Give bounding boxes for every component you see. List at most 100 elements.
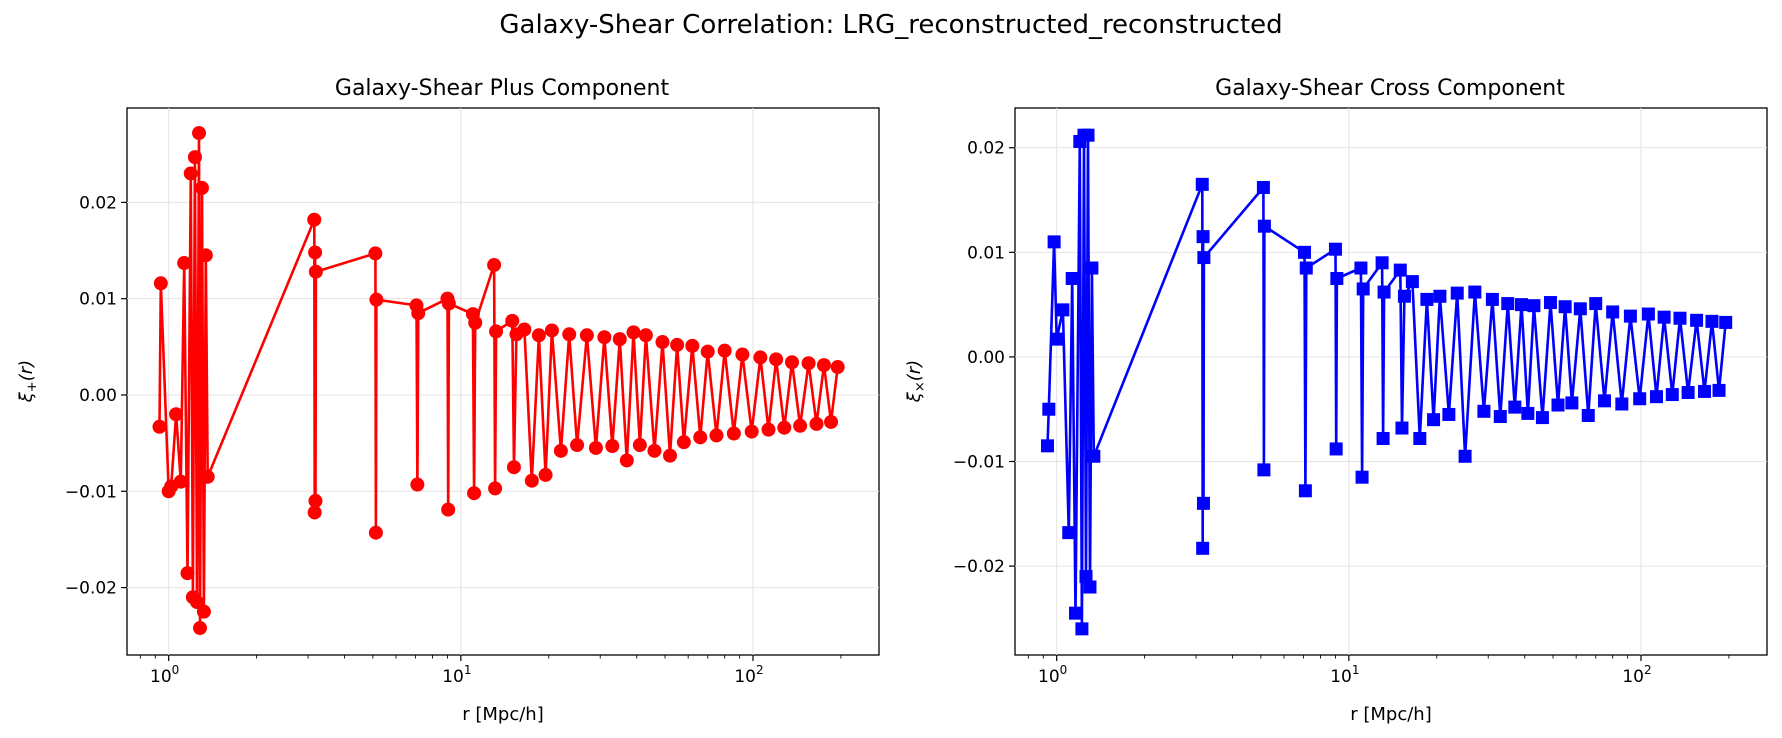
cross-point-27 [1328, 242, 1342, 256]
plus-point-30 [441, 502, 456, 517]
cross-point-66 [1615, 397, 1629, 411]
cross-point-29 [1330, 271, 1344, 285]
plus-point-80 [824, 414, 839, 429]
cross-point-1 [1042, 402, 1056, 416]
cross-xtick-label-2: 102 [1622, 663, 1651, 687]
cross-point-57 [1543, 296, 1557, 310]
plus-point-63 [685, 338, 700, 353]
plus-point-25 [369, 292, 384, 307]
cross-xtick-label-1: 101 [1330, 663, 1359, 687]
cross-point-73 [1673, 311, 1687, 325]
cross-point-68 [1633, 392, 1647, 406]
cross-point-48 [1477, 404, 1491, 418]
plus-x-axis-label: r [Mpc/h] [462, 704, 544, 725]
cross-point-9 [1075, 622, 1089, 636]
plus-y-ticks: −0.02 −0.01 0.00 0.01 0.02 [65, 193, 127, 599]
cross-point-6 [1065, 271, 1079, 285]
cross-point-45 [1450, 286, 1464, 300]
cross-point-56 [1535, 411, 1549, 425]
plus-point-17 [200, 469, 215, 484]
plus-x-ticks: 100 101 102 [139, 655, 842, 687]
cross-y-ticks: −0.02 −0.01 0.00 0.01 0.02 [953, 139, 1015, 577]
cross-point-61 [1573, 302, 1587, 316]
cross-point-43 [1433, 289, 1447, 303]
cross-point-60 [1565, 396, 1579, 410]
plus-point-0 [152, 419, 167, 434]
plus-point-46 [553, 443, 568, 458]
cross-point-70 [1649, 390, 1663, 404]
plus-point-81 [830, 360, 845, 375]
plus-point-38 [505, 313, 520, 328]
cross-point-22 [1257, 463, 1271, 477]
cross-series-0-line [1046, 133, 1727, 631]
plus-point-19 [307, 505, 322, 520]
plus-point-36 [488, 481, 503, 496]
cross-point-72 [1665, 388, 1679, 402]
cross-point-50 [1493, 410, 1507, 424]
plus-point-1 [153, 276, 168, 291]
cross-point-0 [1040, 439, 1054, 453]
plus-y-label-subscript: + [25, 381, 40, 392]
plus-y-label-argument: (r) [16, 360, 37, 381]
cross-gridlines [1015, 108, 1767, 655]
plus-point-72 [761, 422, 776, 437]
cross-point-13 [1083, 580, 1097, 594]
plus-point-39 [506, 460, 521, 475]
plus-point-76 [793, 418, 808, 433]
cross-plot-area [1014, 107, 1768, 656]
plus-point-48 [570, 438, 585, 453]
plus-point-68 [726, 426, 741, 441]
plus-ytick-label-4: 0.02 [79, 193, 117, 213]
plus-component-panel: Galaxy-Shear Plus Component −0.02 −0.01 0.… [16, 76, 880, 725]
cross-point-17 [1196, 541, 1210, 555]
plus-point-50 [588, 440, 603, 455]
plus-point-62 [676, 435, 691, 450]
plus-point-44 [538, 467, 553, 482]
cross-point-69 [1641, 307, 1655, 321]
plus-point-71 [753, 350, 768, 365]
cross-point-65 [1606, 305, 1620, 319]
cross-series-line [1046, 133, 1727, 631]
plus-point-4 [169, 407, 184, 422]
cross-point-15 [1087, 449, 1101, 463]
cross-point-14 [1085, 261, 1099, 275]
cross-point-52 [1508, 400, 1522, 414]
plus-point-43 [531, 328, 546, 343]
plus-point-16 [198, 248, 213, 263]
cross-ytick-label-1: −0.01 [953, 453, 1005, 473]
cross-point-23 [1257, 219, 1271, 233]
cross-series-markers [1040, 128, 1733, 636]
plus-point-64 [693, 430, 708, 445]
cross-xtick-label-0: 100 [1038, 663, 1067, 687]
cross-component-panel: Galaxy-Shear Cross Component −0.02 −0.01 0… [904, 76, 1768, 725]
cross-x-ticks: 100 101 102 [1027, 655, 1730, 687]
plus-point-23 [368, 246, 383, 261]
plus-point-35 [487, 257, 502, 272]
plus-series-0-line [158, 131, 839, 630]
plus-point-53 [612, 332, 627, 347]
cross-point-76 [1698, 384, 1712, 398]
plus-point-20 [308, 245, 323, 260]
plus-point-31 [441, 296, 456, 311]
plus-point-37 [489, 324, 504, 339]
cross-point-19 [1196, 496, 1210, 510]
plus-point-65 [700, 344, 715, 359]
cross-point-36 [1393, 263, 1407, 277]
cross-point-28 [1329, 442, 1343, 456]
plus-point-5 [173, 474, 188, 489]
cross-point-32 [1356, 282, 1370, 296]
cross-point-25 [1298, 484, 1312, 498]
cross-point-7 [1069, 606, 1083, 620]
cross-point-51 [1501, 297, 1515, 311]
plus-y-label-symbol: ξ [16, 391, 37, 403]
cross-y-axis-label: ξ×(r) [904, 360, 928, 403]
plus-point-13 [193, 621, 208, 636]
cross-point-33 [1375, 256, 1389, 270]
plus-point-34 [468, 315, 483, 330]
cross-point-74 [1681, 385, 1695, 399]
plus-plot-area [126, 107, 880, 656]
cross-point-37 [1395, 421, 1409, 435]
plus-point-33 [467, 486, 482, 501]
cross-point-18 [1196, 230, 1210, 244]
plus-point-18 [307, 212, 322, 227]
